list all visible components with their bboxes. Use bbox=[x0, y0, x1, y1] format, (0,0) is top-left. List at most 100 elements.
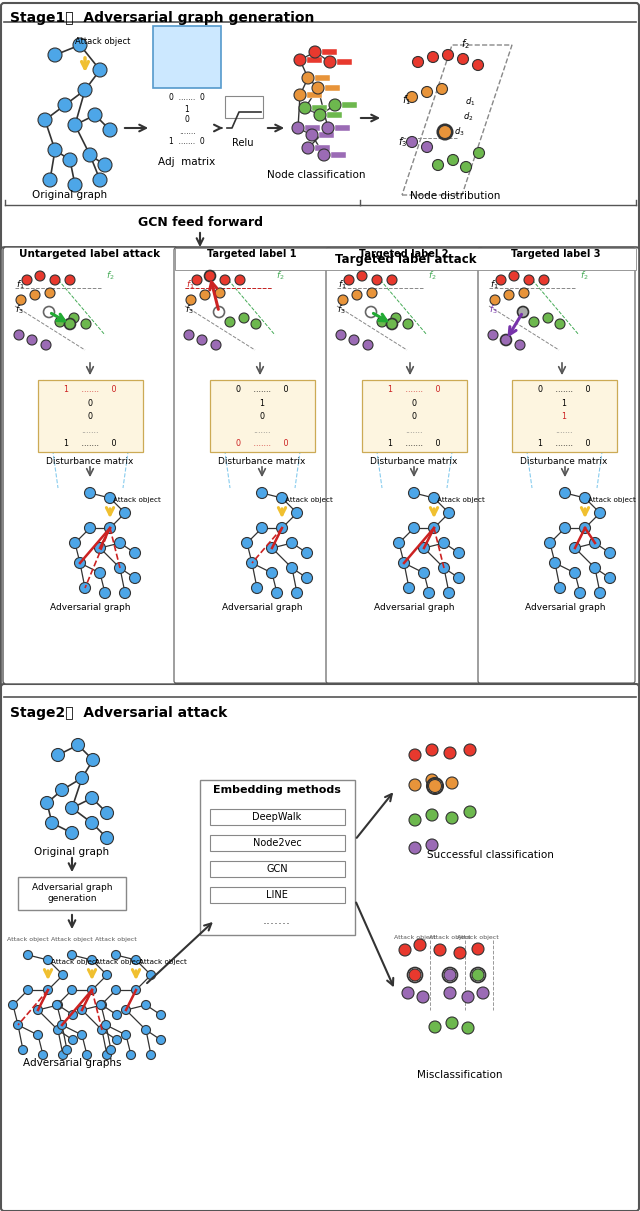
Circle shape bbox=[44, 986, 52, 994]
Circle shape bbox=[257, 522, 268, 534]
Circle shape bbox=[48, 143, 62, 157]
Circle shape bbox=[324, 56, 336, 68]
Circle shape bbox=[287, 562, 298, 574]
FancyBboxPatch shape bbox=[307, 57, 322, 63]
Circle shape bbox=[129, 573, 141, 584]
Text: .......: ....... bbox=[253, 426, 271, 435]
Circle shape bbox=[33, 1005, 42, 1015]
Circle shape bbox=[14, 331, 24, 340]
Circle shape bbox=[301, 573, 312, 584]
Circle shape bbox=[122, 1005, 131, 1015]
Text: Attack object: Attack object bbox=[285, 497, 333, 503]
Text: Adj  matrix: Adj matrix bbox=[158, 157, 216, 167]
Circle shape bbox=[52, 1000, 61, 1010]
Circle shape bbox=[442, 50, 454, 61]
Circle shape bbox=[69, 312, 79, 323]
Circle shape bbox=[97, 1000, 106, 1010]
Text: Disturbance matrix: Disturbance matrix bbox=[46, 458, 134, 466]
Circle shape bbox=[79, 582, 90, 593]
Text: Node distribution: Node distribution bbox=[410, 191, 500, 201]
Circle shape bbox=[299, 102, 311, 114]
Circle shape bbox=[86, 792, 99, 804]
Circle shape bbox=[77, 1031, 86, 1039]
Text: .......: ....... bbox=[405, 426, 423, 435]
Text: 1     .......     0: 1 ....... 0 bbox=[64, 385, 116, 394]
Text: Targeted label 1: Targeted label 1 bbox=[207, 249, 297, 259]
Circle shape bbox=[509, 271, 519, 281]
Circle shape bbox=[197, 335, 207, 345]
Text: $f_2$: $f_2$ bbox=[580, 270, 589, 282]
Circle shape bbox=[409, 748, 421, 761]
Text: $f_3$: $f_3$ bbox=[489, 304, 498, 316]
Circle shape bbox=[595, 507, 605, 518]
Circle shape bbox=[276, 493, 287, 504]
Circle shape bbox=[490, 295, 500, 305]
Circle shape bbox=[63, 153, 77, 167]
Circle shape bbox=[271, 587, 282, 598]
Circle shape bbox=[74, 557, 86, 568]
Circle shape bbox=[488, 331, 498, 340]
Circle shape bbox=[104, 493, 115, 504]
Circle shape bbox=[68, 1010, 77, 1020]
Circle shape bbox=[276, 522, 287, 534]
Circle shape bbox=[95, 543, 106, 553]
Circle shape bbox=[44, 955, 52, 964]
Circle shape bbox=[184, 331, 194, 340]
Circle shape bbox=[336, 331, 346, 340]
Circle shape bbox=[97, 1026, 106, 1034]
Circle shape bbox=[518, 306, 529, 317]
Circle shape bbox=[428, 52, 438, 63]
Circle shape bbox=[291, 507, 303, 518]
Circle shape bbox=[444, 987, 456, 999]
Circle shape bbox=[429, 522, 440, 534]
Circle shape bbox=[515, 340, 525, 350]
Circle shape bbox=[45, 288, 55, 298]
Text: Attack object: Attack object bbox=[95, 937, 137, 942]
FancyBboxPatch shape bbox=[305, 125, 320, 131]
Text: Successful classification: Successful classification bbox=[427, 850, 554, 860]
Text: Adversarial graph: Adversarial graph bbox=[221, 603, 302, 612]
Text: $f_2$: $f_2$ bbox=[461, 38, 470, 51]
Circle shape bbox=[73, 38, 87, 52]
Text: Adversarial graph: Adversarial graph bbox=[525, 603, 605, 612]
Circle shape bbox=[93, 63, 107, 78]
Text: 1: 1 bbox=[561, 412, 566, 421]
Circle shape bbox=[44, 306, 54, 317]
Text: Attack object: Attack object bbox=[51, 959, 99, 965]
Circle shape bbox=[102, 1021, 111, 1029]
Text: 0  .......  0: 0 ....... 0 bbox=[169, 93, 205, 103]
Circle shape bbox=[98, 157, 112, 172]
Circle shape bbox=[306, 130, 318, 140]
Circle shape bbox=[205, 270, 216, 281]
FancyBboxPatch shape bbox=[200, 780, 355, 935]
Circle shape bbox=[391, 312, 401, 323]
Circle shape bbox=[200, 289, 210, 300]
Text: $f_3$: $f_3$ bbox=[185, 304, 194, 316]
FancyBboxPatch shape bbox=[342, 102, 357, 108]
Circle shape bbox=[65, 826, 79, 839]
Circle shape bbox=[131, 955, 141, 964]
FancyBboxPatch shape bbox=[3, 247, 177, 684]
Circle shape bbox=[78, 84, 92, 97]
Text: Attack object: Attack object bbox=[7, 937, 49, 942]
Circle shape bbox=[58, 1021, 67, 1029]
Circle shape bbox=[409, 969, 421, 981]
Circle shape bbox=[72, 739, 84, 752]
Text: Attack object: Attack object bbox=[437, 497, 485, 503]
Text: Adversarial graph: Adversarial graph bbox=[50, 603, 131, 612]
Circle shape bbox=[22, 275, 32, 285]
Text: Attack object: Attack object bbox=[394, 935, 436, 940]
Circle shape bbox=[365, 306, 376, 317]
Circle shape bbox=[41, 340, 51, 350]
Text: Adversarial graphs: Adversarial graphs bbox=[23, 1058, 121, 1068]
Text: GCN: GCN bbox=[266, 863, 288, 874]
Circle shape bbox=[579, 493, 591, 504]
FancyBboxPatch shape bbox=[512, 380, 617, 452]
Circle shape bbox=[444, 507, 454, 518]
Circle shape bbox=[93, 173, 107, 186]
Circle shape bbox=[225, 317, 235, 327]
Circle shape bbox=[65, 318, 76, 329]
Text: $f_1$: $f_1$ bbox=[16, 279, 25, 292]
Text: $f_1$: $f_1$ bbox=[403, 93, 412, 107]
Circle shape bbox=[8, 1000, 17, 1010]
